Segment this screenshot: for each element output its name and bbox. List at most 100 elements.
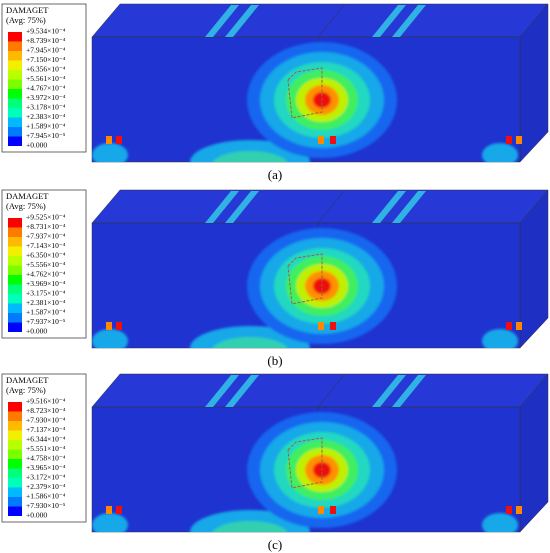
legend-label: +7.937×10⁻⁵ bbox=[26, 317, 66, 326]
legend-label: +7.137×10⁻⁴ bbox=[26, 425, 66, 434]
panel: DAMAGET(Avg: 75%)+9.534×10⁻⁴+8.739×10⁻⁴+… bbox=[1, 3, 549, 182]
legend-swatch bbox=[8, 108, 22, 118]
legend-label: +7.143×10⁻⁴ bbox=[26, 241, 66, 250]
legend-swatch bbox=[8, 227, 22, 237]
top-stripe bbox=[205, 375, 239, 407]
legend-swatch bbox=[8, 478, 22, 488]
hot-element bbox=[506, 506, 512, 514]
mid-edge bbox=[317, 3, 346, 38]
hot-element bbox=[116, 136, 122, 144]
hot-element bbox=[516, 322, 522, 330]
legend-label: +7.945×10⁻⁵ bbox=[26, 131, 66, 140]
legend-swatch bbox=[8, 256, 22, 266]
hot-element bbox=[116, 506, 122, 514]
legend-label: +1.586×10⁻⁴ bbox=[26, 492, 66, 501]
legend-swatch bbox=[8, 402, 22, 412]
legend-swatch bbox=[8, 265, 22, 275]
legend-swatch bbox=[8, 421, 22, 431]
hot-element bbox=[516, 136, 522, 144]
legend-label: +9.534×10⁻⁴ bbox=[26, 27, 66, 36]
top-face bbox=[91, 189, 549, 224]
legend-swatch bbox=[8, 487, 22, 497]
contours bbox=[92, 412, 518, 532]
legend-swatch bbox=[8, 79, 22, 89]
crack bbox=[287, 67, 323, 119]
legend-swatch bbox=[8, 303, 22, 313]
legend-label: +1.587×10⁻⁴ bbox=[26, 308, 66, 317]
contour bbox=[482, 513, 518, 532]
legend-label: +5.551×10⁻⁴ bbox=[26, 444, 66, 453]
legend-label: +4.762×10⁻⁴ bbox=[26, 270, 66, 279]
top-stripe bbox=[205, 5, 239, 37]
legend-label: +3.175×10⁻⁴ bbox=[26, 289, 66, 298]
legend-label: +7.945×10⁻⁴ bbox=[26, 46, 66, 55]
top-stripe bbox=[225, 375, 259, 407]
legend-swatch bbox=[8, 459, 22, 469]
legend-label: +6.356×10⁻⁴ bbox=[26, 65, 66, 74]
legend-swatch bbox=[8, 275, 22, 285]
legend-swatch bbox=[8, 70, 22, 80]
beam bbox=[91, 373, 549, 533]
legend-swatch bbox=[8, 237, 22, 247]
legend-label: +3.172×10⁻⁴ bbox=[26, 473, 66, 482]
legend-swatch bbox=[8, 468, 22, 478]
legend-swatch bbox=[8, 89, 22, 99]
top-face bbox=[91, 373, 549, 408]
contour bbox=[92, 143, 128, 162]
contour bbox=[92, 329, 128, 348]
legend-label: +3.972×10⁻⁴ bbox=[26, 93, 66, 102]
hot-element bbox=[318, 322, 324, 330]
hot-element bbox=[106, 506, 112, 514]
legend-swatch bbox=[8, 32, 22, 42]
legend-swatch bbox=[8, 60, 22, 70]
panel: DAMAGET(Avg: 75%)+9.516×10⁻⁴+8.723×10⁻⁴+… bbox=[1, 373, 549, 552]
top-stripe bbox=[372, 375, 406, 407]
hot-element bbox=[318, 136, 324, 144]
hot-element bbox=[506, 136, 512, 144]
hot-element bbox=[330, 136, 336, 144]
contour bbox=[92, 513, 128, 532]
contour bbox=[212, 521, 288, 532]
legend-title: DAMAGET bbox=[6, 5, 49, 15]
legend-swatch bbox=[8, 294, 22, 304]
legend-swatch bbox=[8, 449, 22, 459]
hot-element bbox=[516, 506, 522, 514]
legend-title: DAMAGET bbox=[6, 191, 49, 201]
top-stripe bbox=[392, 5, 426, 37]
caption: (c) bbox=[268, 537, 282, 552]
top-face bbox=[91, 3, 549, 38]
legend-label: +9.525×10⁻⁴ bbox=[26, 213, 66, 222]
legend-swatch bbox=[8, 41, 22, 51]
legend-swatch bbox=[8, 51, 22, 61]
contour bbox=[482, 329, 518, 348]
legend-label: +9.516×10⁻⁴ bbox=[26, 397, 66, 406]
legend-label: +0.000 bbox=[26, 327, 47, 336]
legend-label: +5.556×10⁻⁴ bbox=[26, 260, 66, 269]
legend: DAMAGET(Avg: 75%)+9.525×10⁻⁴+8.731×10⁻⁴+… bbox=[1, 189, 87, 339]
top-stripe bbox=[392, 191, 426, 223]
legend-label: +8.739×10⁻⁴ bbox=[26, 36, 66, 45]
hot-element bbox=[106, 322, 112, 330]
legend-label: +7.930×10⁻⁴ bbox=[26, 416, 66, 425]
crack bbox=[287, 437, 323, 489]
caption: (a) bbox=[268, 167, 282, 182]
legend-label: +2.379×10⁻⁴ bbox=[26, 482, 66, 491]
legend-label: +0.000 bbox=[26, 141, 47, 150]
legend-swatch bbox=[8, 127, 22, 137]
legend-label: +1.589×10⁻⁴ bbox=[26, 122, 66, 131]
legend-subtitle: (Avg: 75%) bbox=[6, 385, 46, 395]
legend-swatch bbox=[8, 411, 22, 421]
beam bbox=[91, 3, 549, 163]
legend-label: +7.937×10⁻⁴ bbox=[26, 232, 66, 241]
legend-swatch bbox=[8, 246, 22, 256]
legend-swatch bbox=[8, 117, 22, 127]
legend-swatch bbox=[8, 440, 22, 450]
panel: DAMAGET(Avg: 75%)+9.525×10⁻⁴+8.731×10⁻⁴+… bbox=[1, 189, 549, 368]
crack bbox=[287, 253, 323, 305]
legend-label: +2.381×10⁻⁴ bbox=[26, 298, 66, 307]
legend-label: +7.150×10⁻⁴ bbox=[26, 55, 66, 64]
legend-label: +0.000 bbox=[26, 511, 47, 520]
hot-element bbox=[116, 322, 122, 330]
legend-swatch bbox=[8, 430, 22, 440]
